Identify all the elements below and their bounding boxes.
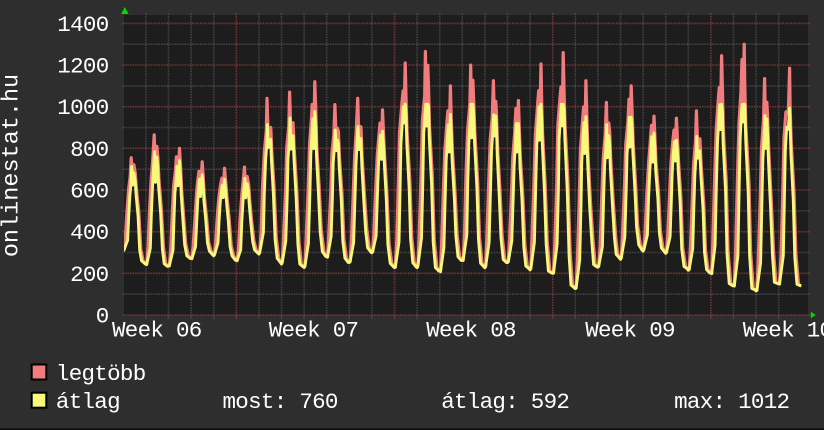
svg-text:legtöbb: legtöbb xyxy=(56,361,146,387)
svg-text:onlinestat.hu: onlinestat.hu xyxy=(0,74,26,257)
svg-text:Week 09: Week 09 xyxy=(585,318,675,344)
svg-text:800: 800 xyxy=(70,137,109,163)
svg-text:max: 1012: max: 1012 xyxy=(674,389,789,415)
svg-text:Week 08: Week 08 xyxy=(426,318,516,344)
svg-text:200: 200 xyxy=(70,262,109,288)
svg-text:0: 0 xyxy=(96,304,109,330)
svg-text:átlag: 592: átlag: 592 xyxy=(441,389,569,415)
svg-text:1400: 1400 xyxy=(57,12,108,38)
svg-text:400: 400 xyxy=(70,220,109,246)
svg-text:1200: 1200 xyxy=(57,54,108,80)
svg-text:Week 07: Week 07 xyxy=(269,318,359,344)
svg-text:1000: 1000 xyxy=(57,95,108,121)
svg-text:most: 760: most: 760 xyxy=(223,389,338,415)
svg-text:átlag: átlag xyxy=(56,389,120,415)
svg-text:Week 06: Week 06 xyxy=(112,318,202,344)
svg-text:600: 600 xyxy=(70,179,109,205)
svg-text:Week 10: Week 10 xyxy=(743,318,824,344)
